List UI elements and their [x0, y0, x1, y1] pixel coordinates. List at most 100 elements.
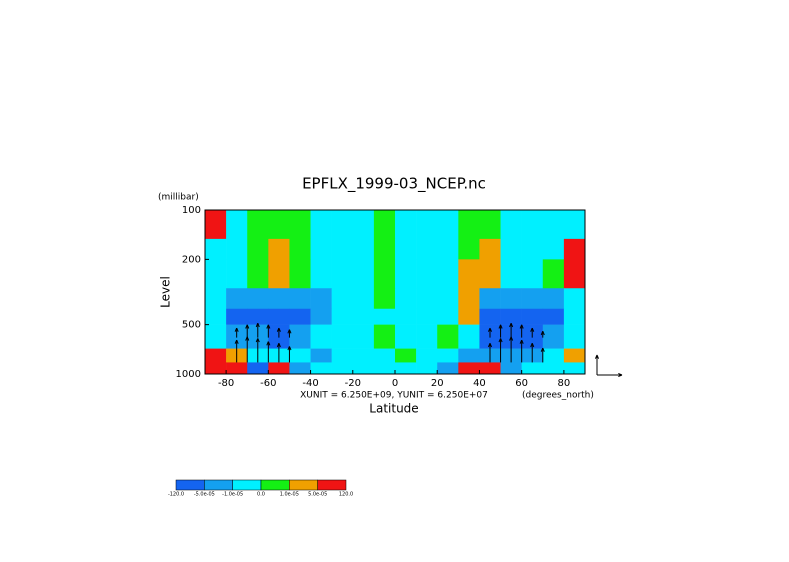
contour-cell [437, 259, 459, 289]
contour-cell [310, 324, 332, 349]
contour-cell [310, 238, 332, 260]
contour-cell [226, 308, 248, 325]
contour-cell [331, 210, 354, 240]
contour-cell [416, 362, 438, 375]
contour-cell [226, 238, 248, 260]
contour-cell [373, 238, 396, 260]
contour-cell [500, 288, 522, 310]
contour-cell [331, 348, 354, 363]
contour-cell [521, 259, 544, 289]
contour-cell [521, 210, 544, 240]
x-tick-label: 40 [473, 378, 486, 389]
contour-cell [542, 348, 565, 363]
contour-cell [226, 210, 248, 240]
colorbar-box [204, 479, 233, 491]
contour-cell [373, 362, 396, 375]
arrow-part [234, 339, 239, 344]
arrow-part [498, 338, 503, 343]
contour-cell [395, 210, 417, 240]
contour-cell [437, 348, 459, 363]
contour-cell [542, 324, 565, 349]
contour-cell [542, 288, 565, 310]
arrow-part [255, 338, 260, 343]
annotation: XUNIT = 6.250E+09, YUNIT = 6.250E+07 [300, 391, 488, 401]
vector [255, 338, 260, 363]
contour-cell [437, 210, 459, 240]
arrow-part [487, 343, 493, 348]
contour-cell [416, 324, 438, 349]
contour-cell [205, 288, 227, 310]
arrow-part [287, 329, 292, 334]
contour-cell [205, 259, 227, 289]
y-tick-label: 500 [182, 320, 201, 331]
contour-cell [289, 259, 311, 289]
contour-cell [395, 348, 417, 363]
vector [530, 343, 535, 363]
contour-cell [563, 348, 586, 363]
vector [498, 324, 503, 338]
contour-cell [395, 288, 417, 310]
x-tick-label: 0 [392, 378, 398, 389]
contour-cell [542, 210, 565, 240]
vector [519, 324, 524, 338]
colorbar-label: 1.0e-05 [280, 492, 299, 498]
contour-cell [226, 288, 248, 310]
contour-cell [437, 288, 459, 310]
contour-cell [247, 210, 269, 240]
vector [255, 323, 260, 338]
contour-cell [437, 362, 459, 375]
contour-cell [521, 362, 544, 375]
contour-cell [479, 259, 501, 289]
contour-cell [331, 362, 354, 375]
contour-cell [373, 259, 396, 289]
contour-cell [247, 288, 269, 310]
contour-cell [268, 259, 290, 289]
contour-cell [479, 238, 501, 260]
vector [540, 331, 545, 338]
contour-cell [416, 308, 438, 325]
contour-cell [289, 362, 311, 375]
colorbar-label: 120.0 [339, 492, 353, 498]
colorbar-box [175, 479, 205, 491]
y-tick-label: 200 [182, 254, 201, 265]
vector [540, 347, 545, 363]
contour-cell [479, 362, 501, 375]
contour-cell [205, 362, 227, 375]
contour-cell [458, 362, 480, 375]
contour-cell [479, 288, 501, 310]
chart-title: EPFLX_1999-03_NCEP.nc [302, 175, 486, 194]
arrow-part [255, 323, 260, 328]
contour-cell [289, 210, 311, 240]
contour-cell [373, 348, 396, 363]
contour-cell [310, 348, 332, 363]
contour-cell [458, 288, 480, 310]
contour-cell [205, 324, 227, 349]
contour-cell [226, 362, 248, 375]
arrow-part [287, 346, 292, 351]
contour-cell [205, 238, 227, 260]
contour-cell [458, 210, 480, 240]
arrow-part [509, 323, 514, 328]
vector [509, 323, 514, 338]
contour-cell [226, 259, 248, 289]
contour-cell [205, 308, 227, 325]
contour-cell [416, 288, 438, 310]
x-tick-label: -80 [218, 378, 234, 389]
contour-cell [542, 259, 565, 289]
contour-cell [416, 259, 438, 289]
contour-cell [268, 308, 290, 325]
contour-cell [289, 324, 311, 349]
arrow-part [519, 324, 524, 329]
contour-cell [563, 324, 586, 349]
colorbar-label: -5.0e-05 [194, 492, 215, 498]
contour-cell [310, 362, 332, 375]
vector [234, 339, 239, 363]
contour-cell [500, 308, 522, 325]
arrow-part [540, 331, 545, 336]
contour-cell [458, 324, 480, 349]
contour-cell [352, 210, 375, 240]
contour-cell [373, 288, 396, 310]
vector [234, 327, 239, 338]
y-tick-label: 1000 [176, 369, 201, 380]
contour-cell [458, 308, 480, 325]
